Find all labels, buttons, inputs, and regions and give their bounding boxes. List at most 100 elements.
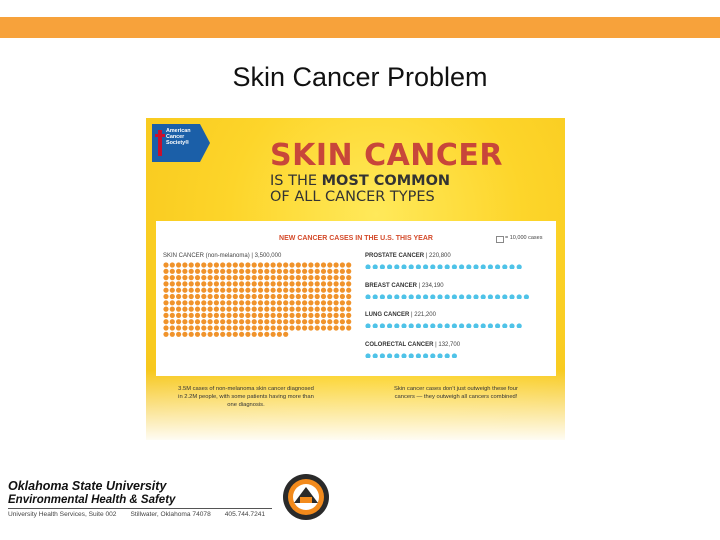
cancer-dot xyxy=(401,264,407,269)
skin-cancer-dot xyxy=(276,312,282,318)
skin-cancer-dot xyxy=(346,300,352,306)
skin-cancer-dot xyxy=(270,281,276,287)
skin-cancer-dot xyxy=(182,262,188,268)
skin-cancer-dot xyxy=(232,293,238,300)
skin-cancer-dot xyxy=(333,306,339,312)
skin-cancer-dot xyxy=(220,281,226,287)
skin-cancer-dot xyxy=(169,287,175,293)
skin-cancer-dot xyxy=(169,275,175,281)
cancer-dot xyxy=(509,323,515,328)
skin-cancer-dot xyxy=(226,268,232,274)
cancer-dot xyxy=(466,293,472,299)
skin-cancer-dot xyxy=(245,300,251,306)
skin-cancer-dot xyxy=(302,281,308,287)
cancer-dot xyxy=(401,293,407,299)
cancer-dot xyxy=(430,293,436,299)
skin-cancer-dot xyxy=(232,287,238,293)
skin-cancer-dot xyxy=(163,325,169,331)
skin-cancer-dot xyxy=(276,262,282,268)
top-accent-bar xyxy=(0,17,720,38)
skin-cancer-dot xyxy=(169,319,175,325)
skin-cancer-dot xyxy=(188,262,194,268)
skin-cancer-dot xyxy=(201,281,207,287)
skin-cancer-dot xyxy=(257,319,264,325)
skin-cancer-dot xyxy=(264,275,270,281)
skin-cancer-dot xyxy=(226,281,232,287)
skin-cancer-dot xyxy=(302,312,308,318)
skin-cancer-dot xyxy=(339,325,345,331)
skin-cancer-dot xyxy=(220,300,226,306)
cancer-dot xyxy=(365,323,371,328)
cancer-dot xyxy=(437,293,443,299)
cancer-dot xyxy=(430,352,436,358)
skin-cancer-dot xyxy=(339,293,345,300)
skin-cancer-dot xyxy=(207,293,213,300)
skin-cancer-dot xyxy=(308,275,314,281)
skin-cancer-dot xyxy=(314,306,320,312)
skin-cancer-dot xyxy=(220,287,226,293)
skin-cancer-dot xyxy=(295,319,301,325)
skin-cancer-dot xyxy=(194,281,201,287)
skin-cancer-dot xyxy=(314,319,320,325)
skin-cancer-dot xyxy=(226,306,232,312)
skin-cancer-dot xyxy=(239,331,245,337)
skin-cancer-dot xyxy=(220,319,226,325)
skin-cancer-dot xyxy=(194,325,201,331)
skin-cancer-dot xyxy=(207,275,213,281)
skin-cancer-dot xyxy=(169,268,175,274)
cancer-label-1: PROSTATE CANCER | 220,800 xyxy=(365,253,451,259)
skin-cancer-dot xyxy=(339,268,345,274)
cancer-value: 234,190 xyxy=(421,282,444,289)
skin-cancer-dot xyxy=(226,331,232,337)
skin-cancer-dot xyxy=(295,268,301,274)
cancer-dot xyxy=(423,323,429,328)
cancer-dot xyxy=(444,352,450,358)
skin-cancer-dot xyxy=(220,275,226,281)
skin-cancer-dot xyxy=(257,275,264,281)
skin-cancer-dot xyxy=(251,331,257,337)
cancer-dot xyxy=(423,264,429,269)
skin-cancer-dot xyxy=(201,306,207,312)
skin-cancer-dot xyxy=(226,262,232,268)
skin-cancer-dot xyxy=(314,262,320,268)
skin-cancer-dot xyxy=(194,306,201,312)
skin-cancer-dot xyxy=(163,306,169,312)
skin-cancer-dot xyxy=(270,287,276,293)
skin-cancer-dot xyxy=(283,268,289,274)
skin-cancer-dot xyxy=(333,300,339,306)
skin-cancer-dot xyxy=(264,281,270,287)
cancer-dot xyxy=(502,323,508,328)
skin-cancer-dot xyxy=(182,300,188,306)
skin-cancer-dot xyxy=(176,319,182,325)
skin-cancer-dot xyxy=(213,275,219,281)
skin-cancer-dot xyxy=(207,281,213,287)
skin-cancer-dot xyxy=(276,281,282,287)
cancer-dot xyxy=(365,293,371,299)
skin-cancer-dot xyxy=(188,287,194,293)
skin-cancer-dot xyxy=(346,319,352,325)
skin-cancer-dot xyxy=(333,281,339,287)
skin-cancer-dot xyxy=(251,281,257,287)
skin-cancer-dot xyxy=(283,262,289,268)
skin-cancer-dot xyxy=(295,287,301,293)
cancer-dot xyxy=(516,264,522,269)
skin-cancer-dot xyxy=(176,293,182,300)
skin-cancer-dot xyxy=(346,293,352,300)
skin-cancer-dot xyxy=(314,268,320,274)
skin-cancer-dot xyxy=(327,287,333,293)
skin-cancer-dot xyxy=(276,300,282,306)
slide-title: Skin Cancer Problem xyxy=(232,62,488,92)
skin-cancer-dot xyxy=(169,262,175,268)
skin-cancer-dot xyxy=(264,306,270,312)
skin-cancer-dot xyxy=(207,262,213,268)
skin-cancer-dot xyxy=(163,312,169,318)
skin-cancer-dot xyxy=(295,325,301,331)
skin-cancer-dot xyxy=(302,300,308,306)
skin-cancer-dot xyxy=(188,300,194,306)
skin-cancer-dot xyxy=(339,306,345,312)
cancer-dot xyxy=(430,264,436,269)
skin-cancer-dot xyxy=(176,281,182,287)
skin-cancer-dot xyxy=(295,306,301,312)
skin-cancer-dot xyxy=(283,281,289,287)
cancer-dot xyxy=(394,352,400,358)
